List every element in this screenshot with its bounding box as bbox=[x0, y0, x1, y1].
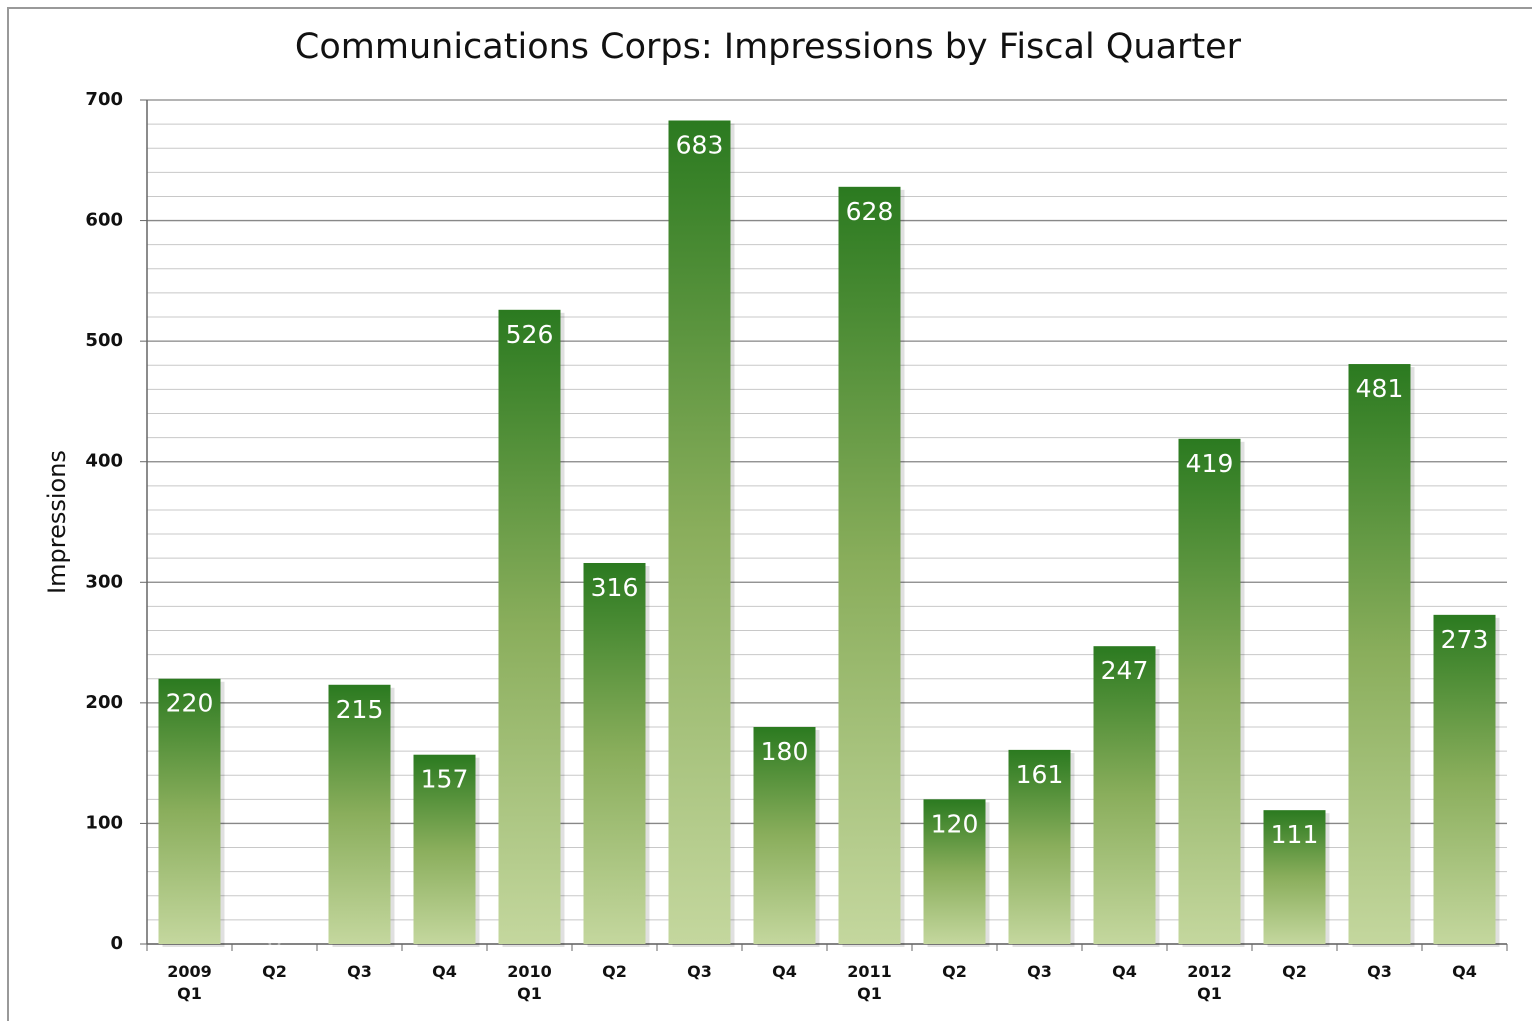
y-tick-label: 600 bbox=[85, 210, 123, 231]
bar bbox=[1263, 810, 1326, 944]
x-tick-label: Q3 bbox=[347, 962, 372, 981]
bar bbox=[328, 684, 391, 944]
y-tick-label: 100 bbox=[85, 812, 123, 833]
x-tick-label: Q4 bbox=[1112, 962, 1137, 981]
x-tick-label: Q4 bbox=[772, 962, 797, 981]
bar bbox=[1178, 438, 1241, 944]
data-label: 120 bbox=[931, 809, 979, 838]
y-axis-label: Impressions bbox=[43, 450, 71, 594]
bar bbox=[1093, 646, 1156, 944]
data-label: 157 bbox=[421, 765, 469, 794]
data-label: 0 bbox=[267, 926, 283, 955]
x-tick-label: Q2 bbox=[602, 962, 627, 981]
data-label: 628 bbox=[846, 197, 894, 226]
y-tick-label: 500 bbox=[85, 330, 123, 351]
bar bbox=[668, 120, 731, 945]
data-label: 273 bbox=[1441, 625, 1489, 654]
bar bbox=[923, 799, 986, 944]
data-label: 215 bbox=[336, 695, 384, 724]
y-tick-label: 200 bbox=[85, 692, 123, 713]
bar bbox=[583, 562, 646, 944]
data-label: 419 bbox=[1186, 449, 1234, 478]
x-tick-label: Q2 bbox=[942, 962, 967, 981]
x-tick-label: Q3 bbox=[687, 962, 712, 981]
y-tick-label: 400 bbox=[85, 451, 123, 472]
y-tick-label: 300 bbox=[85, 571, 123, 592]
data-label: 526 bbox=[506, 320, 554, 349]
data-label: 316 bbox=[591, 573, 639, 602]
x-tick-label: 2010 Q1 bbox=[507, 962, 552, 1003]
bar bbox=[158, 678, 221, 944]
x-tick-label: 2011 Q1 bbox=[847, 962, 892, 1003]
y-tick-label: 0 bbox=[110, 933, 123, 954]
x-tick-label: Q4 bbox=[432, 962, 457, 981]
x-tick-label: 2012 Q1 bbox=[1187, 962, 1232, 1003]
chart-title: Communications Corps: Impressions by Fis… bbox=[295, 27, 1242, 67]
bar bbox=[498, 309, 561, 944]
frame bbox=[7, 7, 1532, 1021]
data-label: 180 bbox=[761, 737, 809, 766]
x-tick-label: Q2 bbox=[262, 962, 287, 981]
bar bbox=[413, 754, 476, 944]
data-label: 247 bbox=[1101, 656, 1149, 685]
data-label: 161 bbox=[1016, 760, 1064, 789]
bar bbox=[753, 726, 816, 944]
bar bbox=[1433, 614, 1496, 944]
data-label: 481 bbox=[1356, 374, 1404, 403]
data-label: 683 bbox=[676, 130, 724, 159]
x-tick-label: Q2 bbox=[1282, 962, 1307, 981]
x-tick-label: Q3 bbox=[1027, 962, 1052, 981]
x-tick-label: Q4 bbox=[1452, 962, 1477, 981]
data-label: 220 bbox=[166, 689, 214, 718]
x-tick-label: Q3 bbox=[1367, 962, 1392, 981]
y-tick-label: 700 bbox=[85, 89, 123, 110]
data-label: 111 bbox=[1271, 820, 1319, 849]
bar bbox=[1348, 364, 1411, 945]
x-tick-label: 2009 Q1 bbox=[167, 962, 212, 1003]
bar bbox=[838, 186, 901, 945]
bar bbox=[1008, 749, 1071, 944]
